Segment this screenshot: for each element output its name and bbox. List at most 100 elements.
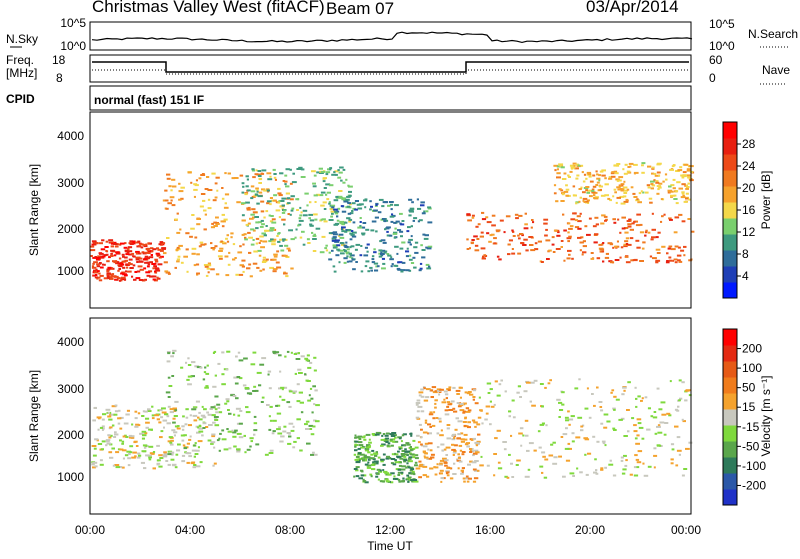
power-echo-cell <box>175 248 179 251</box>
power-echo-cell <box>354 208 358 211</box>
velocity-echo-cell <box>111 405 117 408</box>
power-echo-cell <box>575 163 579 166</box>
velocity-echo-cell <box>233 413 236 416</box>
velocity-echo-cell <box>543 476 548 479</box>
velocity-echo-cell <box>100 448 104 451</box>
power-echo-cell <box>627 243 632 246</box>
date-label: 03/Apr/2014 <box>586 0 679 16</box>
velocity-echo-cell <box>253 415 257 418</box>
power-echo-cell <box>577 164 581 167</box>
velocity-echo-cell <box>296 418 301 421</box>
power-echo-cell <box>362 226 366 229</box>
power-echo-cell <box>485 216 489 219</box>
velocity-echo-cell <box>418 391 424 394</box>
velocity-echo-cell <box>199 461 203 464</box>
velocity-echo-cell <box>446 467 449 470</box>
velocity-echo-cell <box>156 418 160 421</box>
velocity-echo-cell <box>181 428 185 431</box>
power-echo-cell <box>390 265 393 268</box>
power-echo-cell <box>281 211 286 214</box>
power-echo-cell <box>416 198 419 201</box>
velocity-echo-cell <box>415 467 421 470</box>
velocity-echo-cell <box>469 460 473 463</box>
power-echo-cell <box>544 234 548 237</box>
power-echo-cell <box>574 219 578 222</box>
power-echo-cell <box>375 202 379 205</box>
velocity-echo-cell <box>595 469 598 472</box>
power-echo-cell <box>348 260 353 263</box>
velocity-echo-cell <box>434 473 438 476</box>
power-echo-cell <box>106 270 110 273</box>
power-echo-cell <box>576 174 580 177</box>
velocity-echo-cell <box>98 417 101 420</box>
velocity-echo-cell <box>252 390 256 392</box>
velocity-echo-cell <box>299 449 303 452</box>
power-echo-cell <box>91 240 97 243</box>
velocity-colorbar-cell <box>723 425 737 442</box>
power-echo-cell <box>336 215 339 218</box>
velocity-echo-cell <box>305 420 310 423</box>
power-echo-cell <box>507 253 511 256</box>
power-echo-cell <box>381 205 385 208</box>
velocity-echo-cell <box>475 452 478 455</box>
velocity-echo-cell <box>235 407 241 410</box>
velocity-echo-cell <box>186 461 190 464</box>
velocity-echo-cell <box>121 440 125 443</box>
velocity-echo-cell <box>600 409 604 412</box>
velocity-echo-cell <box>298 372 303 374</box>
velocity-echo-cell <box>633 430 638 433</box>
power-echo-cell <box>135 258 140 261</box>
power-echo-cell <box>90 245 95 248</box>
power-echo-cell <box>191 247 197 250</box>
velocity-echo-cell <box>99 426 103 429</box>
velocity-echo-cell <box>137 412 141 415</box>
velocity-echo-cell <box>485 405 491 408</box>
velocity-echo-cell <box>294 352 300 355</box>
power-echo-cell <box>381 218 386 220</box>
power-echo-cell <box>567 249 572 252</box>
velocity-echo-cell <box>97 443 103 445</box>
velocity-echo-cell <box>189 435 192 438</box>
velocity-echo-cell <box>198 427 203 430</box>
power-echo-cell <box>249 217 254 220</box>
power-echo-cell <box>119 243 122 246</box>
power-echo-cell <box>517 234 520 237</box>
velocity-echo-cell <box>397 468 402 471</box>
velocity-echo-cell <box>232 395 237 397</box>
power-echo-cell <box>406 247 409 250</box>
power-echo-cell <box>364 246 368 249</box>
velocity-echo-cell <box>443 398 446 401</box>
velocity-echo-cell <box>134 417 138 420</box>
velocity-echo-cell <box>448 386 452 389</box>
velocity-echo-cell <box>207 439 212 442</box>
velocity-echo-cell <box>110 434 113 437</box>
power-echo-cell <box>101 239 105 242</box>
velocity-echo-cell <box>444 461 448 464</box>
power-echo-cell <box>680 196 686 199</box>
power-echo-cell <box>493 237 497 240</box>
power-echo-cell <box>481 218 487 221</box>
velocity-echo-cell <box>91 445 97 447</box>
power-echo-cell <box>620 183 625 186</box>
velocity-echo-cell <box>375 472 380 475</box>
power-echo-cell <box>613 170 618 173</box>
velocity-region-1 <box>165 349 320 456</box>
power-echo-cell <box>673 198 678 200</box>
velocity-echo-cell <box>670 462 674 465</box>
power-echo-cell <box>281 204 285 207</box>
power-echo-cell <box>370 269 373 272</box>
power-echo-cell <box>247 206 251 209</box>
velocity-echo-cell <box>556 398 561 401</box>
velocity-echo-cell <box>577 416 583 419</box>
power-echo-cell <box>165 207 169 210</box>
velocity-echo-cell <box>312 385 316 388</box>
velocity-echo-cell <box>267 373 270 376</box>
power-echo-cell <box>241 233 245 236</box>
velocity-echo-cell <box>393 475 396 478</box>
power-echo-cell <box>573 212 577 215</box>
power-echo-cell <box>231 177 235 180</box>
power-echo-cell <box>629 228 634 231</box>
power-echo-cell <box>470 242 474 245</box>
power-echo-cell <box>582 251 587 254</box>
velocity-echo-cell <box>460 469 464 472</box>
